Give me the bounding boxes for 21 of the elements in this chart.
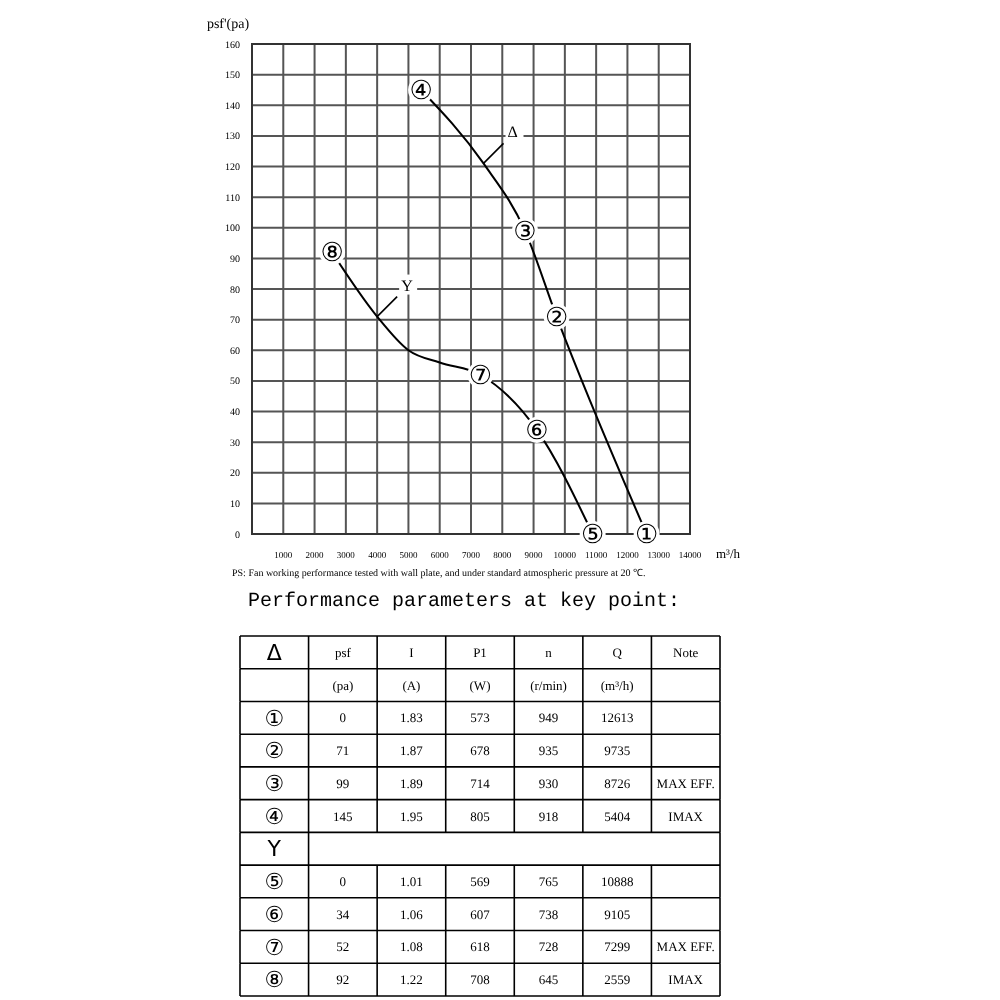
data-label: ⑦: [468, 361, 493, 392]
data-label: ④: [409, 77, 433, 108]
text: ②: [264, 738, 285, 765]
text: Y: [401, 276, 414, 295]
text: ③: [264, 770, 285, 797]
data-label: ⑥: [525, 416, 549, 447]
text: ④: [264, 803, 285, 830]
text: ⑥: [264, 901, 285, 928]
text: Y: [265, 836, 282, 863]
data-label: ⑧: [320, 239, 344, 270]
text: ①: [264, 705, 285, 732]
text: Δ: [507, 123, 518, 142]
data-label: ⑤: [580, 521, 605, 552]
text: ⑧: [264, 967, 285, 994]
data-label: ②: [544, 303, 569, 334]
text: Performance parameters at key point:: [248, 590, 681, 614]
text: Δ: [266, 640, 283, 667]
text: ⑦: [264, 934, 285, 961]
data-label: ③: [513, 217, 537, 248]
data-label: ①: [634, 521, 659, 552]
text: ⑤: [264, 869, 285, 896]
